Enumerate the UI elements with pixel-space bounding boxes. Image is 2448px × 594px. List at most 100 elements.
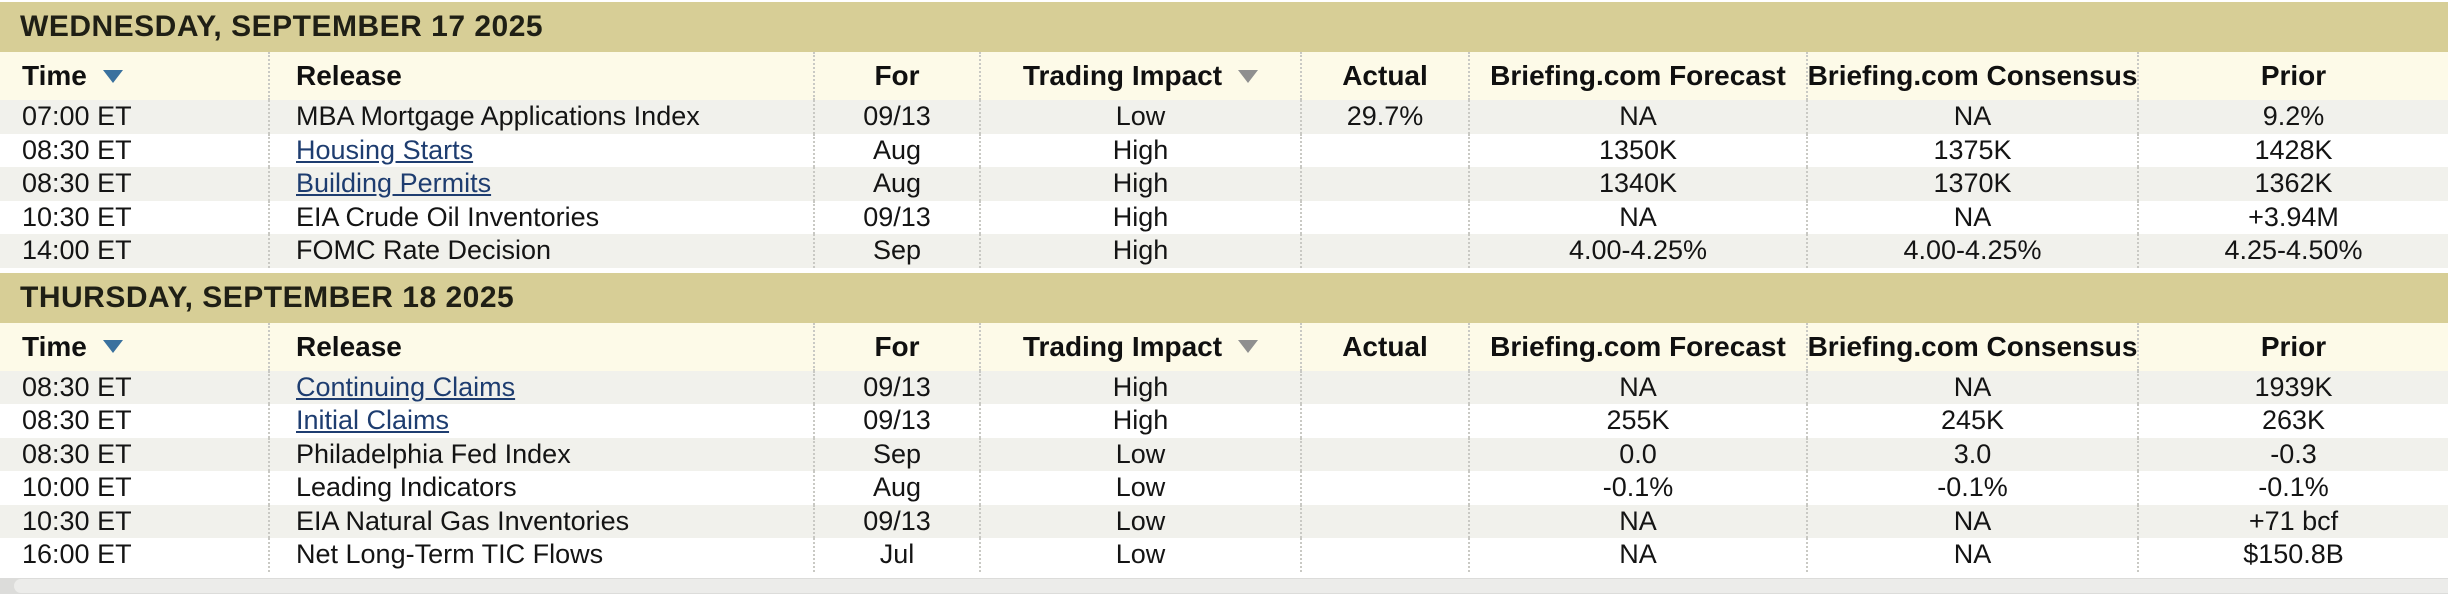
- horizontal-scrollbar[interactable]: [0, 578, 2448, 594]
- prior-value: -0.1%: [2258, 472, 2329, 503]
- forecast-cell: 0.0: [1470, 437, 1808, 471]
- sort-down-icon: [102, 69, 123, 83]
- column-header-label: Time: [22, 330, 87, 362]
- column-header-label: Briefing.com Forecast: [1490, 330, 1786, 362]
- column-header-label: Release: [296, 330, 402, 362]
- release-cell: Philadelphia Fed Index: [270, 437, 815, 471]
- for-value: 09/13: [863, 405, 931, 436]
- time-cell: 08:30 ET: [0, 167, 270, 201]
- table-row: 14:00 ET FOMC Rate Decision Sep High 4.00-4.…: [0, 234, 2448, 268]
- time-cell: 10:30 ET: [0, 200, 270, 234]
- prior-cell: 1428K: [2139, 134, 2448, 168]
- time-cell: 10:00 ET: [0, 471, 270, 505]
- table-row: 10:00 ET Leading Indicators Aug Low -0.1% -0.…: [0, 471, 2448, 505]
- forecast-value: NA: [1619, 539, 1657, 570]
- column-header-label: Briefing.com Consensus: [1808, 330, 2138, 362]
- for-value: 09/13: [863, 371, 931, 402]
- for-value: 09/13: [863, 505, 931, 536]
- impact-cell: Low: [981, 437, 1302, 471]
- column-header-label: Briefing.com Forecast: [1490, 60, 1786, 91]
- forecast-value: 1350K: [1598, 134, 1678, 165]
- column-header-label: Prior: [2260, 330, 2327, 362]
- time-value: 08:30 ET: [22, 438, 132, 469]
- forecast-value: 255K: [1606, 405, 1670, 436]
- release-cell: Net Long-Term TIC Flows: [270, 538, 815, 572]
- horizontal-scrollbar-thumb[interactable]: [14, 579, 2448, 593]
- actual-cell: [1302, 437, 1470, 471]
- column-header-time[interactable]: Time: [0, 52, 270, 100]
- prior-cell: +3.94M: [2139, 201, 2448, 235]
- release-value: FOMC Rate Decision: [296, 235, 552, 266]
- impact-value: High: [1112, 405, 1169, 436]
- table-row: 08:30 ET Continuing Claims 09/13 High NA NA 19…: [0, 370, 2448, 405]
- release-value: EIA Natural Gas Inventories: [296, 505, 630, 536]
- forecast-value: 4.00-4.25%: [1568, 235, 1708, 266]
- column-header-prior: Prior: [2139, 323, 2448, 371]
- impact-cell: Low: [981, 471, 1302, 505]
- release-link[interactable]: Initial Claims: [296, 405, 450, 436]
- actual-cell: [1302, 370, 1470, 404]
- impact-value: High: [1112, 168, 1169, 199]
- for-cell: 09/13: [815, 404, 981, 438]
- column-header-label: Actual: [1342, 60, 1428, 91]
- forecast-cell: NA: [1470, 538, 1808, 572]
- column-header-label: For: [874, 330, 920, 362]
- consensus-cell: NA: [1808, 504, 2139, 538]
- time-value: 10:30 ET: [22, 505, 132, 536]
- time-value: 10:00 ET: [22, 472, 132, 503]
- impact-cell: Low: [981, 100, 1302, 134]
- release-link[interactable]: Housing Starts: [296, 134, 474, 165]
- forecast-value: 0.0: [1619, 438, 1657, 469]
- consensus-value: NA: [1953, 371, 1992, 402]
- consensus-cell: NA: [1808, 370, 2139, 404]
- time-cell: 07:00 ET: [0, 100, 270, 134]
- impact-value: High: [1112, 235, 1169, 266]
- time-cell: 14:00 ET: [0, 234, 270, 268]
- consensus-cell: 245K: [1808, 404, 2139, 438]
- prior-cell: 1939K: [2139, 371, 2448, 405]
- time-value: 08:30 ET: [22, 168, 132, 199]
- column-header-row: Time Release For Trading Impact Actual Briefi…: [0, 322, 2448, 371]
- column-header-consensus: Briefing.com Consensus: [1808, 52, 2139, 100]
- table-row: 10:30 ET EIA Natural Gas Inventories 09/13…: [0, 504, 2448, 539]
- forecast-cell: 4.00-4.25%: [1470, 234, 1808, 268]
- impact-cell: High: [981, 200, 1302, 234]
- column-header-label: Trading Impact: [1022, 60, 1223, 91]
- consensus-cell: 3.0: [1808, 437, 2139, 471]
- release-link[interactable]: Continuing Claims: [296, 371, 516, 402]
- consensus-value: 1375K: [1933, 134, 2012, 165]
- for-cell: Aug: [815, 471, 981, 505]
- release-cell: Initial Claims: [270, 404, 815, 438]
- impact-value: Low: [1115, 539, 1166, 570]
- time-value: 08:30 ET: [22, 405, 132, 436]
- for-value: Aug: [872, 134, 922, 165]
- consensus-cell: NA: [1808, 100, 2139, 134]
- consensus-cell: NA: [1808, 200, 2139, 234]
- prior-value: -0.3: [2270, 438, 2317, 469]
- section-date-header: THURSDAY, SEPTEMBER 18 2025: [0, 272, 2448, 323]
- forecast-cell: 255K: [1470, 404, 1808, 438]
- release-cell: Housing Starts: [270, 133, 815, 167]
- column-header-time[interactable]: Time: [0, 322, 270, 371]
- impact-cell: High: [981, 234, 1302, 268]
- release-link[interactable]: Building Permits: [296, 168, 492, 199]
- column-header-label: Briefing.com Consensus: [1808, 60, 2138, 91]
- prior-cell: $150.8B: [2139, 538, 2448, 572]
- actual-cell: [1302, 504, 1470, 538]
- for-cell: 09/13: [815, 504, 981, 538]
- prior-cell: +71 bcf: [2139, 505, 2448, 539]
- time-value: 14:00 ET: [22, 235, 132, 266]
- for-cell: Jul: [815, 538, 981, 572]
- prior-value: $150.8B: [2243, 539, 2344, 570]
- prior-value: 1362K: [2254, 168, 2333, 199]
- prior-cell: 4.25-4.50%: [2139, 234, 2448, 268]
- time-cell: 10:30 ET: [0, 504, 270, 538]
- impact-value: High: [1112, 371, 1169, 402]
- prior-cell: 263K: [2139, 404, 2448, 438]
- consensus-value: 245K: [1940, 405, 2005, 436]
- column-header-impact[interactable]: Trading Impact: [981, 52, 1302, 100]
- column-header-for: For: [815, 52, 981, 100]
- column-header-impact[interactable]: Trading Impact: [981, 322, 1302, 371]
- prior-value: +3.94M: [2248, 201, 2339, 232]
- time-value: 07:00 ET: [22, 101, 132, 132]
